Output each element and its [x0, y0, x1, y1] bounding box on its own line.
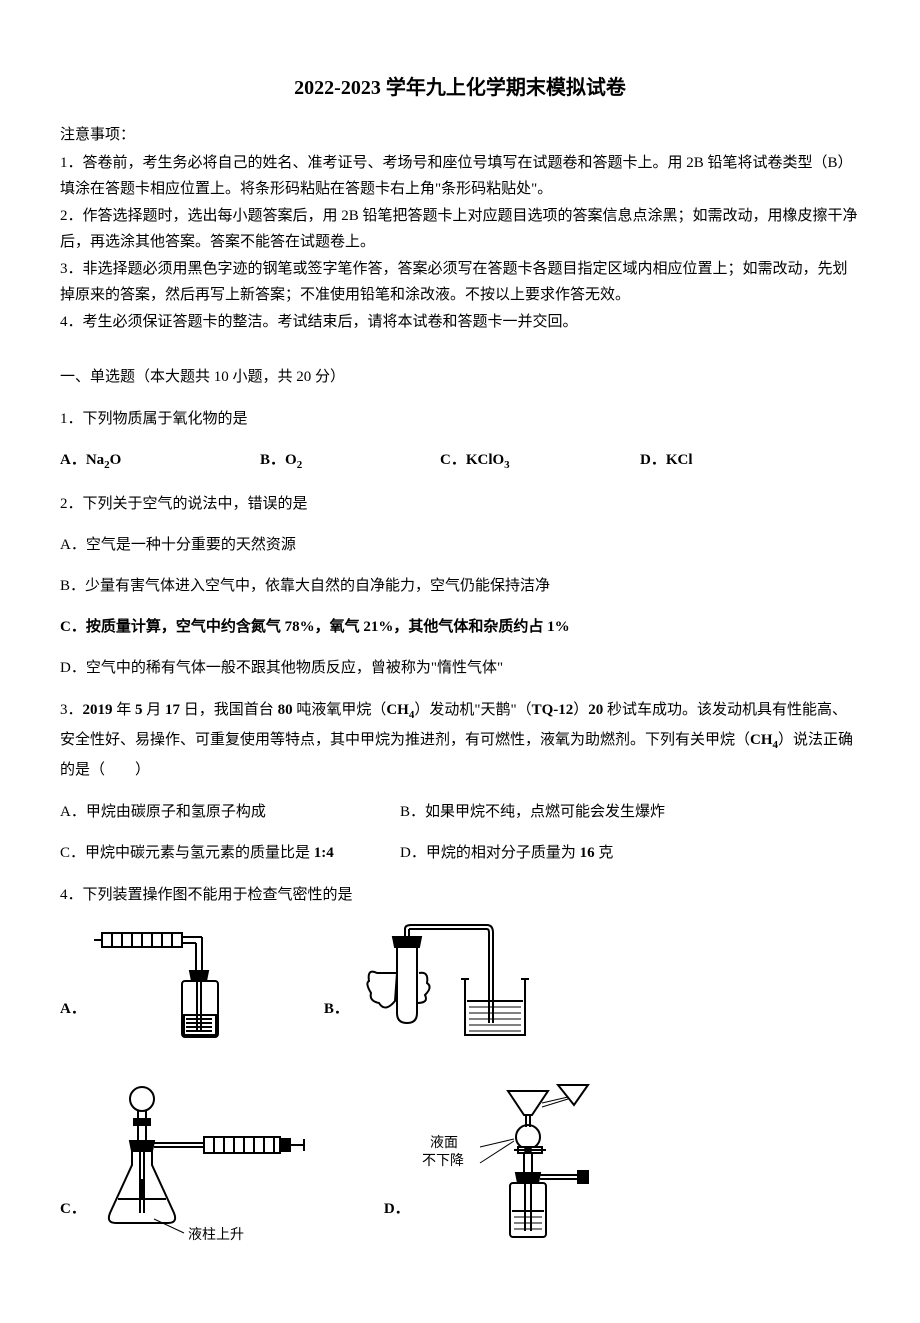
- q4-diagram-a: [94, 923, 264, 1053]
- q4-label-b: B．: [324, 996, 349, 1053]
- notice-item-2: 2．作答选择题时，选出每小题答案后，用 2B 铅笔把答题卡上对应题目选项的答案信…: [60, 204, 860, 255]
- question-1-options: A．Na2O B．O2 C．KClO3 D．KCl: [60, 447, 860, 476]
- annotation-liquid-surface: 液面: [430, 1135, 458, 1151]
- q3-option-c: C．甲烷中碳元素与氢元素的质量比是 1:4: [60, 840, 400, 867]
- notice-item-3: 3．非选择题必须用黑色字迹的钢笔或签字笔作答，答案必须写在答题卡各题目指定区域内…: [60, 257, 860, 308]
- q1-option-a: A．Na2O: [60, 447, 240, 476]
- q4-row-ab: A．: [60, 923, 860, 1053]
- question-2-text: 2．下列关于空气的说法中，错误的是: [60, 490, 860, 519]
- q3-option-d: D．甲烷的相对分子质量为 16 克: [400, 840, 613, 867]
- annotation-no-drop: 不下降: [422, 1153, 464, 1169]
- q4-diagram-b: [357, 923, 547, 1053]
- q3-option-b: B．如果甲烷不纯，点燃可能会发生爆炸: [400, 799, 665, 826]
- q4-row-cd: C．: [60, 1083, 860, 1253]
- q1-option-b: B．O2: [260, 447, 420, 476]
- q2-option-c: C．按质量计算，空气中约含氮气 78%，氧气 21%，其他气体和杂质约占 1%: [60, 614, 860, 641]
- q1-option-d: D．KCl: [640, 447, 800, 476]
- q4-diagram-c: 液柱上升: [94, 1083, 324, 1253]
- q4-label-c: C．: [60, 1196, 86, 1253]
- exam-title: 2022-2023 学年九上化学期末模拟试卷: [60, 70, 860, 106]
- question-1-text: 1．下列物质属于氧化物的是: [60, 405, 860, 434]
- q2-option-d: D．空气中的稀有气体一般不跟其他物质反应，曾被称为"惰性气体": [60, 655, 860, 682]
- q3-options-row2: C．甲烷中碳元素与氢元素的质量比是 1:4 D．甲烷的相对分子质量为 16 克: [60, 840, 860, 867]
- question-3-text: 3．2019 年 5 月 17 日，我国首台 80 吨液氧甲烷（CH4）发动机"…: [60, 696, 860, 784]
- q4-diagram-d: 液面 不下降: [418, 1083, 638, 1253]
- q4-label-a: A．: [60, 996, 86, 1053]
- q3-option-a: A．甲烷由碳原子和氢原子构成: [60, 799, 400, 826]
- notice-item-1: 1．答卷前，考生务必将自己的姓名、准考证号、考场号和座位号填写在试题卷和答题卡上…: [60, 151, 860, 202]
- notice-header: 注意事项：: [60, 122, 860, 149]
- q1-option-c: C．KClO3: [440, 447, 620, 476]
- annotation-liquid-rise: 液柱上升: [188, 1227, 244, 1243]
- notice-item-4: 4．考生必须保证答题卡的整洁。考试结束后，请将本试卷和答题卡一并交回。: [60, 310, 860, 336]
- q2-option-a: A．空气是一种十分重要的天然资源: [60, 532, 860, 559]
- question-4-text: 4．下列装置操作图不能用于检查气密性的是: [60, 881, 860, 910]
- q3-options-row1: A．甲烷由碳原子和氢原子构成 B．如果甲烷不纯，点燃可能会发生爆炸: [60, 799, 860, 826]
- section-1-header: 一、单选题（本大题共 10 小题，共 20 分）: [60, 364, 860, 391]
- q4-label-d: D．: [384, 1196, 410, 1253]
- q2-option-b: B．少量有害气体进入空气中，依靠大自然的自净能力，空气仍能保持洁净: [60, 573, 860, 600]
